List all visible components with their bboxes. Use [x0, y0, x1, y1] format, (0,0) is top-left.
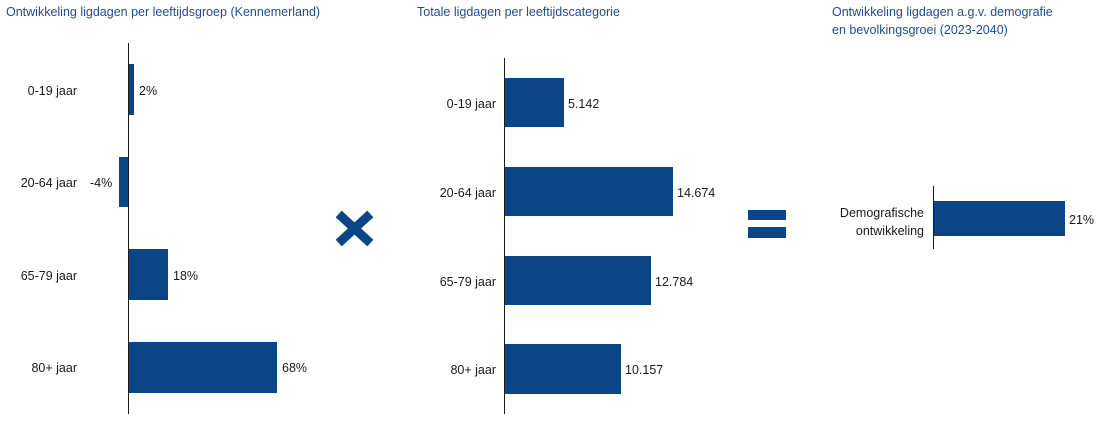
- chart-1-axis: [128, 43, 129, 414]
- chart-2-bar: [505, 344, 621, 394]
- chart-1-bar: [129, 342, 277, 393]
- chart-2-value-label: 5.142: [568, 97, 600, 111]
- chart-2-value-label: 10.157: [625, 363, 664, 377]
- chart-2-category-label: 0-19 jaar: [446, 97, 496, 111]
- chart-2-category-label: 80+ jaar: [450, 363, 496, 377]
- chart-1-value-label: -4%: [90, 176, 113, 190]
- chart-2-bar: [505, 167, 673, 216]
- chart-1-value-label: 2%: [139, 84, 158, 98]
- chart-1-bar: [129, 249, 168, 300]
- chart-2-title: Totale ligdagen per leeftijdscategorie: [417, 5, 620, 19]
- chart-3-title-line-2: en bevolkingsgroei (2023-2040): [832, 23, 1008, 37]
- chart-1-category-label: 65-79 jaar: [20, 269, 77, 283]
- chart-3-bar: [934, 201, 1065, 236]
- chart-3-axis: [933, 186, 934, 249]
- chart-1-category-label: 80+ jaar: [31, 361, 77, 375]
- chart-2-axis: [504, 58, 505, 414]
- chart-3-category-label-line-2: ontwikkeling: [855, 224, 924, 238]
- chart-2-category-label: 20-64 jaar: [439, 186, 496, 200]
- chart-1-bar: [129, 64, 134, 115]
- chart-2-bar: [505, 78, 564, 127]
- chart-1-category-label: 0-19 jaar: [27, 84, 77, 98]
- chart-1-value-label: 68%: [282, 361, 308, 375]
- chart-2-bar: [505, 256, 651, 305]
- chart-3-category-label-line-1: Demografische: [839, 206, 924, 220]
- chart-1-value-label: 18%: [173, 269, 199, 283]
- chart-1-title: Ontwikkeling ligdagen per leeftijdsgroep…: [6, 5, 321, 19]
- chart-3-title-line-1: Ontwikkeling ligdagen a.g.v. demografie: [832, 5, 1053, 19]
- equals-icon: [748, 210, 786, 238]
- chart-3-value-label: 21%: [1069, 213, 1095, 227]
- chart-2-category-label: 65-79 jaar: [439, 275, 496, 289]
- multiply-icon: [335, 210, 374, 247]
- chart-1-bar: [119, 157, 128, 207]
- chart-2-value-label: 12.784: [655, 275, 694, 289]
- chart-1-category-label: 20-64 jaar: [20, 176, 77, 190]
- chart-2-value-label: 14.674: [677, 186, 716, 200]
